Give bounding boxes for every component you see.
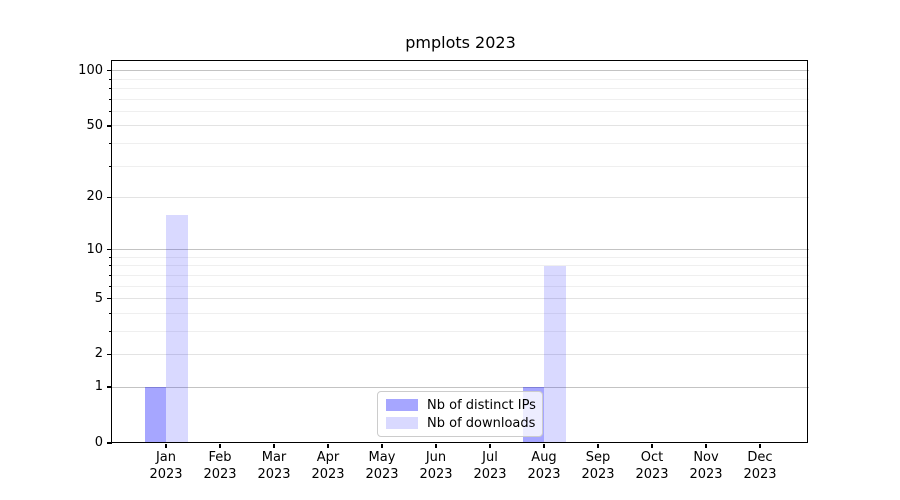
- bar-downloads: [166, 214, 188, 443]
- y-tick: [106, 248, 112, 251]
- legend-entry-downloads: Nb of downloads: [386, 415, 536, 431]
- legend-swatch-downloads-icon: [386, 417, 418, 429]
- y-gridline-minor: [112, 274, 809, 276]
- y-gridline-minor: [112, 165, 809, 167]
- x-tick: [651, 444, 653, 448]
- x-tick-label: Aug 2023: [527, 450, 561, 482]
- y-tick-minor: [108, 274, 112, 276]
- y-gridline-minor: [112, 265, 809, 267]
- x-tick-label: Mar 2023: [257, 450, 291, 482]
- chart-title: pmplots 2023: [405, 33, 516, 52]
- y-gridline-minor: [112, 256, 809, 258]
- legend-entry-distinct-ips: Nb of distinct IPs: [386, 397, 536, 413]
- x-tick-label: Jan 2023: [149, 450, 183, 482]
- y-gridline: [112, 249, 809, 251]
- y-gridline-minor: [112, 98, 809, 100]
- y-gridline-minor: [112, 88, 809, 90]
- y-tick: [106, 70, 112, 72]
- y-tick-minor: [108, 143, 112, 144]
- x-tick: [327, 444, 329, 448]
- y-tick: [106, 353, 112, 356]
- legend: Nb of distinct IPs Nb of downloads: [377, 391, 543, 437]
- x-tick-label: May 2023: [365, 450, 399, 482]
- x-tick-label: Oct 2023: [635, 450, 669, 482]
- y-tick-minor: [108, 165, 112, 167]
- y-gridline-minor: [112, 143, 809, 144]
- y-gridline-minor: [112, 312, 809, 314]
- y-tick-label: 10: [86, 241, 103, 257]
- bar-downloads: [544, 265, 566, 443]
- y-gridline: [112, 70, 809, 72]
- y-tick-minor: [108, 256, 112, 258]
- y-tick-minor: [108, 285, 112, 287]
- y-tick-label: 100: [78, 62, 103, 78]
- x-tick: [435, 444, 437, 448]
- y-tick-label: 1: [94, 379, 103, 395]
- x-tick-label: Apr 2023: [311, 450, 345, 482]
- x-tick: [273, 444, 275, 448]
- legend-label: Nb of distinct IPs: [427, 397, 536, 413]
- x-tick-label: Nov 2023: [689, 450, 723, 482]
- y-gridline: [112, 353, 809, 355]
- y-tick-minor: [108, 110, 112, 112]
- legend-swatch-distinct-ips-icon: [386, 399, 418, 411]
- y-tick: [106, 442, 112, 444]
- y-gridline-minor: [112, 330, 809, 332]
- y-tick-label: 2: [94, 346, 103, 362]
- x-tick: [165, 444, 167, 448]
- y-gridline: [112, 196, 809, 198]
- y-gridline-minor: [112, 285, 809, 287]
- y-tick-minor: [108, 312, 112, 314]
- y-tick-minor: [108, 330, 112, 332]
- y-tick-label: 5: [94, 290, 103, 306]
- y-tick-label: 0: [94, 435, 103, 450]
- plot-area: [112, 61, 809, 443]
- x-tick: [381, 444, 383, 448]
- x-tick: [543, 444, 545, 448]
- y-gridline-minor: [112, 110, 809, 112]
- y-tick: [106, 297, 112, 300]
- x-tick: [489, 444, 491, 448]
- legend-label: Nb of downloads: [427, 415, 536, 431]
- x-tick-label: Feb 2023: [203, 450, 237, 482]
- y-gridline-minor: [112, 78, 809, 80]
- bar-distinct-ips: [144, 387, 166, 443]
- y-tick-label: 20: [86, 189, 103, 205]
- x-tick-label: Jul 2023: [473, 450, 507, 482]
- y-gridline: [112, 386, 809, 388]
- y-tick: [106, 386, 112, 388]
- x-tick: [705, 444, 707, 448]
- x-tick-label: Sep 2023: [581, 450, 615, 482]
- y-tick-minor: [108, 265, 112, 267]
- x-tick: [219, 444, 221, 448]
- x-tick-label: Dec 2023: [743, 450, 777, 482]
- y-tick-minor: [108, 88, 112, 90]
- x-tick: [597, 444, 599, 448]
- x-tick: [759, 444, 761, 448]
- y-tick-minor: [108, 78, 112, 80]
- y-tick-minor: [108, 98, 112, 100]
- x-tick-label: Jun 2023: [419, 450, 453, 482]
- y-tick-label: 50: [86, 117, 103, 133]
- y-tick: [106, 196, 112, 199]
- y-gridline: [112, 298, 809, 299]
- y-gridline: [112, 125, 809, 127]
- y-tick: [106, 125, 112, 127]
